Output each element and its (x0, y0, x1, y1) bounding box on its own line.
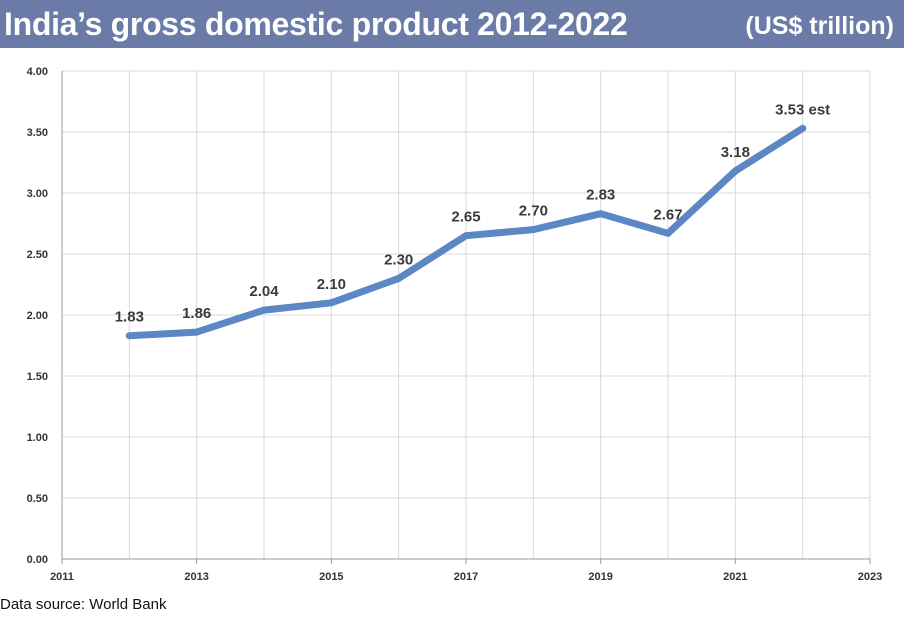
data-point (529, 226, 537, 234)
x-tick-label: 2013 (184, 571, 208, 583)
data-point (395, 274, 403, 282)
x-tick-label: 2019 (588, 571, 612, 583)
unit-label: (US$ trillion) (745, 12, 894, 40)
data-label: 1.83 (115, 309, 144, 326)
y-tick-label: 0.50 (27, 493, 48, 505)
data-point (462, 232, 470, 240)
y-tick-label: 3.50 (27, 127, 48, 139)
data-label: 2.30 (384, 251, 413, 268)
data-point (731, 167, 739, 175)
data-label: 1.86 (182, 305, 211, 322)
data-point (664, 229, 672, 237)
data-label: 3.18 (721, 144, 750, 161)
data-label: 2.70 (519, 203, 548, 220)
data-point (327, 299, 335, 307)
y-tick-label: 1.00 (27, 432, 48, 444)
y-tick-label: 1.50 (27, 371, 48, 383)
y-tick-label: 2.00 (27, 310, 48, 322)
y-tick-label: 0.00 (27, 554, 48, 566)
x-tick-label: 2021 (723, 571, 747, 583)
data-label: 2.10 (317, 276, 346, 293)
data-point (260, 306, 268, 314)
data-point (193, 328, 201, 336)
x-tick-label: 2011 (50, 571, 74, 583)
x-tick-label: 2023 (858, 571, 882, 583)
data-label: 2.67 (653, 206, 682, 223)
y-tick-label: 4.00 (27, 66, 48, 78)
series (125, 124, 807, 340)
title-bar: India’s gross domestic product 2012-2022… (0, 0, 904, 48)
y-tick-label: 2.50 (27, 249, 48, 261)
data-point (597, 210, 605, 218)
data-label: 2.04 (249, 283, 279, 300)
grid (61, 70, 871, 560)
data-source: Data source: World Bank (0, 596, 167, 613)
data-label: 2.65 (451, 209, 480, 226)
x-tick-label: 2015 (319, 571, 343, 583)
data-point (799, 124, 807, 132)
data-label: 3.53 est (775, 101, 830, 118)
y-tick-label: 3.00 (27, 188, 48, 200)
line-chart: 0.00 0.50 1.00 1.50 2.00 2.50 3.00 3.50 4.00 2011… (27, 66, 883, 583)
chart-title: India’s gross domestic product 2012-2022 (4, 6, 628, 42)
x-tick-label: 2017 (454, 571, 478, 583)
data-labels: 1.83 1.86 2.04 2.10 2.30 2.65 2.70 2.83 2.67 3.18… (115, 101, 830, 325)
data-point (125, 332, 133, 340)
data-label: 2.83 (586, 187, 615, 204)
axes: 0.00 0.50 1.00 1.50 2.00 2.50 3.00 3.50 4.00 2011… (27, 66, 883, 583)
